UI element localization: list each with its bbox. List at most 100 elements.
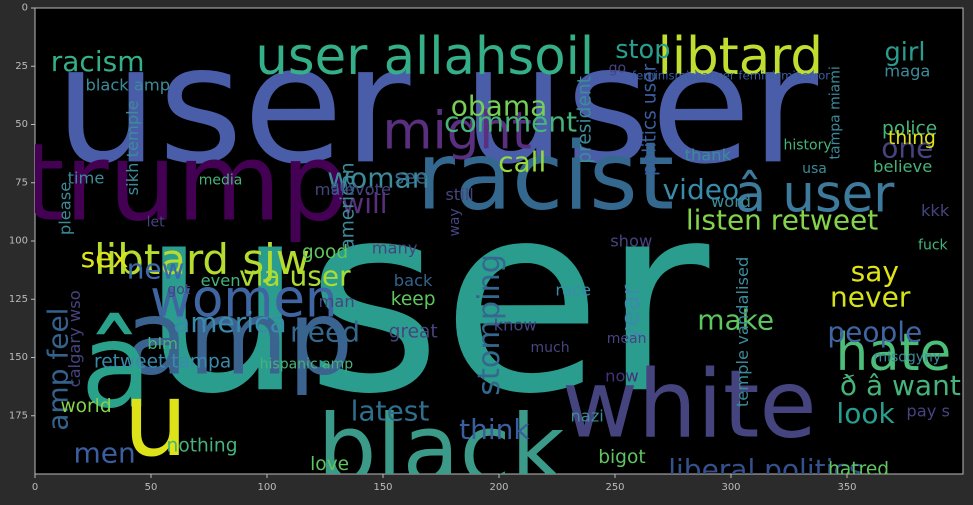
word-call: call	[498, 145, 546, 178]
word-blm: blm	[147, 334, 178, 353]
word-year: year	[616, 284, 646, 342]
word-bigot: bigot	[598, 447, 645, 468]
word-american: american	[338, 162, 359, 249]
word-thing: thing	[888, 128, 936, 149]
word-sex: sex	[81, 241, 129, 274]
word-world: world	[60, 396, 111, 417]
word-need: need	[290, 315, 360, 348]
word-amp-feel: amp feel	[42, 308, 75, 431]
word-police: police	[882, 119, 937, 140]
word-pay-s: pay s	[906, 402, 950, 421]
word-racist: racist	[417, 121, 675, 230]
y-tick-label: 175	[9, 410, 28, 421]
word-president: president	[574, 76, 595, 164]
word-never: never	[830, 280, 911, 313]
word-still: still	[445, 185, 473, 204]
word-media: media	[199, 172, 243, 188]
word-girl: girl	[885, 37, 926, 67]
word-white: white	[562, 350, 817, 459]
word-u: u	[123, 361, 188, 480]
word-many: many	[372, 238, 418, 257]
x-axis: 0 50 100 150 200 250 300 350	[32, 474, 857, 493]
word-think: think	[459, 413, 530, 446]
word-good: good	[302, 242, 348, 263]
word-black: black	[317, 394, 564, 503]
word-new: new	[127, 252, 185, 285]
word-thank: thank	[685, 145, 732, 164]
y-tick-label: 75	[15, 177, 28, 188]
word-men: men	[73, 437, 135, 470]
word-history: history	[783, 137, 831, 153]
word-will: will	[341, 187, 387, 220]
x-tick-label: 50	[145, 482, 158, 493]
word-video: video	[663, 173, 739, 206]
word-stomping: stomping	[472, 254, 507, 396]
word-now: now	[605, 367, 639, 386]
word-via-user: via user	[239, 259, 351, 292]
word-libtard: libtard	[658, 27, 823, 87]
word-libtard-sjw: libtard sjw	[94, 235, 310, 284]
word-tampa-miami: tampa miami	[827, 66, 843, 159]
word-go: go	[609, 61, 626, 77]
word-user-user: user user	[55, 11, 819, 200]
word-hispanic-amp: hispanic amp	[260, 356, 354, 372]
word-know: know	[494, 315, 537, 334]
word-say: say	[851, 255, 899, 288]
word--want: ð â want	[840, 369, 961, 402]
x-tick-label: 0	[32, 482, 38, 493]
word-guy: guy	[331, 179, 357, 195]
word-misogyny: misogyny	[873, 350, 941, 366]
word-politics-user: politics user	[639, 63, 660, 176]
word-latest: latest	[351, 395, 430, 428]
x-tick-label: 350	[837, 482, 856, 493]
x-tick-label: 100	[257, 482, 276, 493]
word-make: make	[697, 304, 774, 337]
word-retweet-tampa: retweet tampa	[94, 352, 231, 373]
word-stop: stop	[615, 35, 670, 65]
word-america: america	[173, 306, 287, 339]
word-kkk: kkk	[921, 201, 950, 220]
word-user-allahsoil: user allahsoil	[255, 27, 594, 87]
word-woman: woman	[327, 162, 429, 195]
y-tick-label: 100	[9, 236, 28, 247]
x-tick-label: 250	[605, 482, 624, 493]
word-keep: keep	[391, 289, 436, 310]
word-women: women	[150, 269, 337, 329]
word-obama: obama	[451, 89, 548, 122]
word-much: much	[530, 340, 569, 356]
word-way: way	[447, 208, 463, 236]
word-temple-vandalised: temple vandalised	[733, 257, 752, 407]
word-hate: hate	[836, 323, 952, 383]
word-word: word	[711, 192, 751, 211]
word-nothing: nothing	[167, 436, 238, 457]
y-tick-label: 150	[9, 352, 28, 363]
word-look: look	[836, 397, 895, 430]
word--: â	[81, 299, 152, 434]
word-people: people	[827, 315, 922, 348]
word-show: show	[610, 232, 652, 251]
y-tick-label: 50	[15, 119, 28, 130]
plot-area	[34, 7, 964, 475]
word-liberal-politics: liberal politics	[668, 453, 863, 486]
word-mean: mean	[607, 331, 647, 347]
word-love: love	[310, 454, 349, 475]
word-comment: comment	[444, 106, 577, 139]
word-time: time	[68, 169, 105, 188]
word-back: back	[394, 271, 433, 290]
word-trump: trump	[23, 120, 349, 245]
x-tick-label: 300	[721, 482, 740, 493]
word-nazi: nazi	[570, 406, 603, 425]
word-please: please	[56, 182, 75, 235]
word-malevote: malevote	[315, 180, 391, 199]
word-see: see	[395, 168, 428, 189]
word-man: man	[319, 292, 355, 311]
word-might: might	[383, 101, 532, 161]
word-fuck: fuck	[918, 238, 948, 254]
word-great: great	[389, 321, 438, 342]
x-tick-label: 200	[489, 482, 508, 493]
word-maga: maga	[884, 61, 930, 80]
word-sjw-liberal: sjw liberal	[73, 468, 284, 505]
word-amp: amp	[125, 279, 353, 398]
